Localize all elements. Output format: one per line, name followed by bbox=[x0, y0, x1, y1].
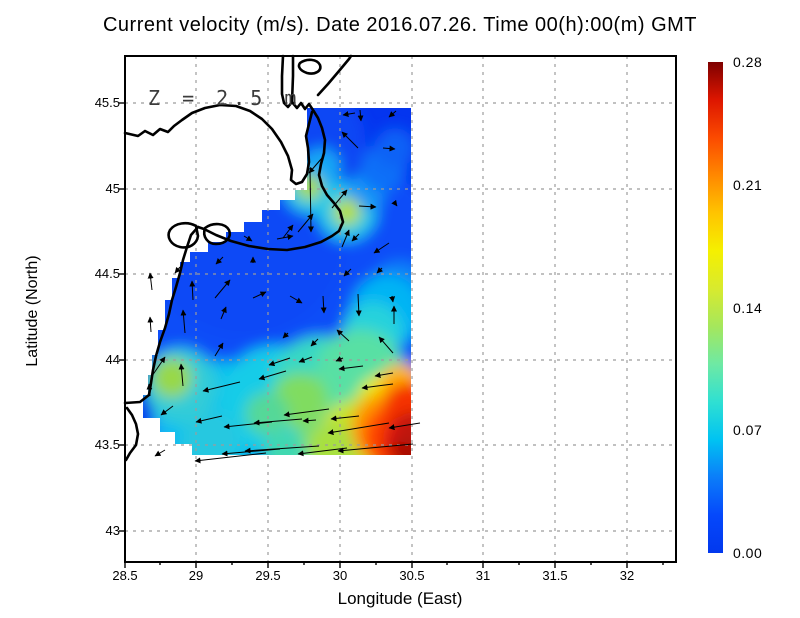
map-plot-area bbox=[119, 54, 677, 568]
colorbar bbox=[708, 62, 723, 553]
x-tick-label: 28.5 bbox=[112, 568, 138, 583]
x-tick-label: 31 bbox=[475, 568, 491, 583]
current-vector-arrows bbox=[146, 109, 421, 464]
x-tick-label: 29.5 bbox=[255, 568, 281, 583]
colorbar-tick-label: 0.14 bbox=[733, 299, 763, 316]
x-tick-label: 29 bbox=[188, 568, 204, 583]
x-tick-label: 32 bbox=[619, 568, 635, 583]
y-tick-label: 45 bbox=[105, 181, 120, 196]
x-tick-label: 31.5 bbox=[542, 568, 568, 583]
y-axis-label: Latitude (North) bbox=[24, 255, 41, 367]
velocity-heatmap-field bbox=[143, 108, 411, 455]
y-tick-label: 45.5 bbox=[94, 95, 120, 110]
axis-ticks bbox=[119, 102, 664, 568]
y-tick-label: 43 bbox=[105, 523, 120, 538]
y-tick-label: 44 bbox=[105, 352, 120, 367]
colorbar-tick-label: 0.07 bbox=[733, 422, 763, 439]
depth-annotation: Z = 2.5 m bbox=[148, 86, 302, 110]
x-tick-label: 30.5 bbox=[399, 568, 425, 583]
x-tick-label: 30 bbox=[332, 568, 348, 583]
colorbar-tick-label: 0.28 bbox=[733, 54, 763, 70]
plot-frame bbox=[124, 55, 677, 563]
x-axis-label: Longitude (East) bbox=[337, 589, 463, 608]
y-tick-label: 43.5 bbox=[94, 437, 120, 452]
colorbar-tick-label: 0.00 bbox=[733, 545, 763, 561]
y-tick-label: 44.5 bbox=[94, 266, 120, 281]
chart-title: Current velocity (m/s). Date 2016.07.26.… bbox=[102, 14, 697, 36]
colorbar-tick-label: 0.21 bbox=[733, 176, 763, 193]
